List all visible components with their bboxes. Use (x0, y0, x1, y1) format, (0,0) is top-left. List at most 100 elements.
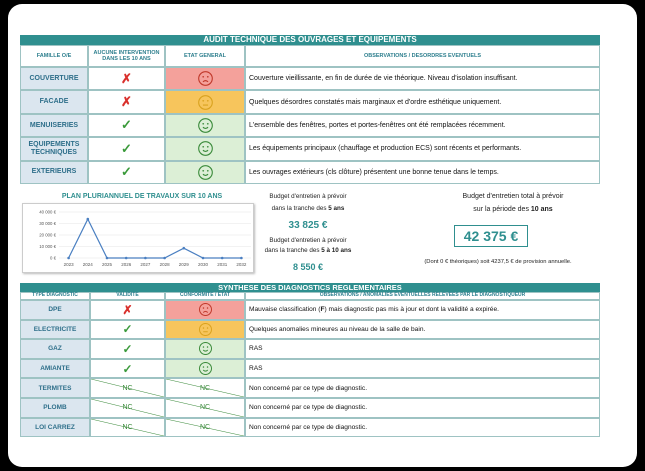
text: 5 ans (328, 204, 345, 212)
text: 10 ans (530, 206, 553, 214)
line-chart: 0 € 10 000 € 20 000 € 30 000 € 40 000 € 2023 2… (39, 210, 251, 267)
state-nc: NC (165, 398, 245, 418)
point (182, 246, 186, 250)
diagnostic-type: PLOMB (20, 398, 90, 418)
family-cell: EXTERIEURS (20, 160, 88, 184)
y-tick-label: 20 000 € (39, 233, 56, 238)
state-face (198, 322, 212, 336)
state-face (197, 71, 213, 87)
intervention-mark: ✓ (88, 160, 165, 184)
observation: Non concerné par ce type de diagnostic. (245, 378, 600, 398)
column-header: FAMILLE O/E (20, 45, 88, 67)
text: dans la tranche des (271, 204, 329, 212)
text: Couverture vieillissante, en fin de duré… (249, 75, 518, 83)
y-tick-label: 10 000 € (39, 244, 56, 249)
state-cell (165, 160, 245, 184)
x-tick-label: 2030 (198, 262, 209, 267)
validity-mark: ✓ (90, 358, 165, 379)
observation: RAS (245, 339, 600, 359)
text: Budget d'entretien total à prévoir (462, 193, 564, 200)
text: RAS (249, 365, 263, 373)
text: sur la période des (473, 206, 531, 214)
observation: Non concerné par ce type de diagnostic. (245, 417, 600, 438)
budget-5-value: 33 825 € (288, 220, 328, 231)
x-tick-label: 2031 (217, 262, 228, 267)
text: RAS (249, 345, 263, 353)
diagnostic-type: ELECTRICITE (20, 319, 90, 340)
observation: L'ensemble des fenêtres, portes et porte… (245, 113, 600, 138)
state-face (198, 303, 212, 317)
column-header: ETAT GENERAL (165, 45, 245, 67)
state-face (197, 94, 213, 110)
column-header: OBSERVATIONS / ANOMALIES EVENTUELLES REL… (245, 292, 600, 300)
text: ) mais diagnostic pas mis à jour et dont… (324, 306, 499, 314)
text: Non concerné par ce type de diagnostic. (249, 404, 368, 412)
x-tick-label: 2029 (179, 262, 190, 267)
state-cell (165, 339, 245, 359)
point (240, 256, 243, 260)
text: Les ouvrages extérieurs (cls clôture) pr… (249, 168, 499, 176)
validity-mark: ✗ (90, 300, 165, 320)
diagnostic-type: AMIANTE (20, 358, 90, 379)
text: Budget d'entretien à prévoir (269, 237, 347, 244)
intervention-mark: ✓ (88, 113, 165, 138)
family-cell: FACADE (20, 90, 88, 114)
text: Quelques désordres constatés mais margin… (249, 98, 502, 106)
text: 5 à 10 ans (321, 247, 352, 254)
state-face (198, 342, 212, 356)
intervention-mark: ✗ (88, 67, 165, 91)
intervention-mark: ✗ (88, 90, 165, 114)
x-tick-label: 2032 (236, 262, 247, 267)
observation: Les ouvrages extérieurs (cls clôture) pr… (245, 160, 600, 184)
observation: Quelques anomalies mineures au niveau de… (245, 319, 600, 340)
y-tick-label: 30 000 € (39, 221, 56, 226)
observation: Non concerné par ce type de diagnostic. (245, 398, 600, 418)
family-cell: MENUISERIES (20, 113, 88, 138)
observation: Couverture vieillissante, en fin de duré… (245, 67, 600, 91)
text: L'ensemble des fenêtres, portes et porte… (249, 121, 506, 129)
state-cell (165, 113, 245, 138)
diagnostic-type: LOI CARREZ (20, 417, 90, 438)
point (86, 217, 90, 221)
state-nc: NC (165, 417, 245, 438)
x-tick-label: 2024 (83, 262, 94, 267)
text: dans la tranche des (264, 247, 322, 254)
state-cell (165, 300, 245, 320)
budget-total-label: Budget d'entretien total à prévoir sur la… (438, 190, 588, 217)
family-cell: COUVERTURE (20, 67, 88, 91)
validity-mark: ✓ (90, 339, 165, 359)
y-tick-label: 40 000 € (39, 210, 56, 215)
point (201, 256, 205, 260)
observation: Quelques désordres constatés mais margin… (245, 90, 600, 114)
point (220, 256, 224, 260)
text: Non concerné par ce type de diagnostic. (249, 384, 368, 392)
diagnostic-type: DPE (20, 300, 90, 320)
column-header: TYPE DIAGNOSTIC (20, 292, 90, 300)
text: Non concerné par ce type de diagnostic. (249, 423, 368, 431)
point (105, 256, 109, 260)
text: F (320, 306, 325, 314)
state-cell (165, 137, 245, 161)
family-cell: EQUIPEMENTS TECHNIQUES (20, 137, 88, 161)
x-tick-label: 2026 (121, 262, 132, 267)
text: Budget d'entretien à prévoir (269, 193, 347, 200)
observation: Les équipements principaux (chauffage et… (245, 137, 600, 161)
budget-total-note: (Dont 0 € théoriques) soit 4237,5 € de p… (424, 259, 572, 265)
text: Mauvaise classification ( (249, 306, 321, 314)
state-face (197, 118, 213, 133)
state-cell (165, 67, 245, 91)
column-header: VALIDITE (90, 292, 165, 300)
point (124, 256, 128, 260)
chart-box: 0 € 10 000 € 20 000 € 30 000 € 40 000 € 2023 2… (22, 203, 254, 273)
text: Les équipements principaux (chauffage et… (249, 145, 522, 153)
budget-10-label: Budget d'entretien à prévoir dans la tran… (238, 236, 378, 256)
validity-nc: NC (90, 378, 165, 398)
report: AUDIT TECHNIQUE DES OUVRAGES ET EQUIPEME… (8, 4, 637, 467)
state-face (198, 362, 212, 376)
text: Quelques anomalies mineures au niveau de… (249, 325, 426, 333)
state-cell (165, 358, 245, 379)
state-cell (165, 90, 245, 114)
validity-nc: NC (90, 417, 165, 438)
column-header: OBSERVATIONS / DESORDRES EVENTUELS (245, 45, 600, 67)
